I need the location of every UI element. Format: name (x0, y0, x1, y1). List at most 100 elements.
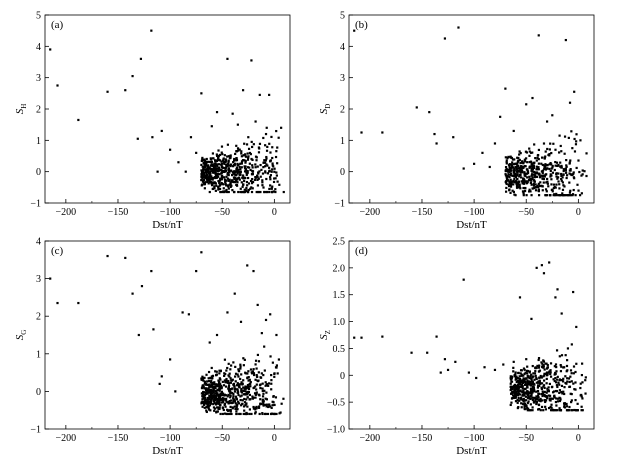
data-point (207, 169, 210, 172)
data-point (225, 377, 228, 381)
data-point (521, 169, 524, 173)
data-point (234, 402, 237, 405)
data-point (537, 168, 540, 171)
data-point (257, 360, 261, 363)
data-point (558, 396, 561, 399)
data-point (215, 402, 218, 406)
data-point (239, 187, 242, 190)
data-point (220, 145, 224, 148)
data-point (275, 364, 278, 367)
data-point (235, 410, 238, 413)
data-point (225, 164, 228, 167)
data-point (261, 382, 264, 385)
data-point (509, 169, 512, 172)
data-point (220, 162, 224, 165)
data-point (537, 394, 540, 397)
data-point (508, 180, 511, 183)
data-point (271, 146, 274, 149)
data-point (239, 162, 242, 165)
data-point (250, 412, 253, 416)
data-point (220, 401, 223, 404)
data-point (124, 89, 127, 92)
data-point (541, 390, 544, 393)
data-point (150, 269, 153, 273)
data-point (560, 312, 563, 315)
data-point (238, 412, 241, 416)
x-tick-label: −200 (360, 433, 381, 444)
data-point (515, 186, 519, 189)
data-point (577, 159, 580, 162)
data-point (240, 162, 243, 165)
data-point (262, 403, 265, 406)
data-point (546, 371, 549, 374)
data-point (520, 379, 523, 382)
data-point (537, 403, 541, 406)
data-point (227, 379, 230, 383)
data-point (243, 188, 246, 191)
y-tick-label: 2 (340, 105, 345, 116)
data-point (200, 92, 203, 95)
data-point (207, 182, 210, 185)
data-point (230, 399, 233, 402)
data-point (222, 190, 225, 193)
data-point (220, 390, 224, 393)
data-point (205, 164, 208, 167)
data-point (230, 180, 233, 183)
data-point (555, 194, 558, 197)
data-point (524, 175, 527, 178)
data-point (212, 391, 215, 394)
data-point (247, 190, 250, 194)
data-point (222, 384, 226, 387)
data-point (236, 123, 239, 126)
data-point (243, 409, 246, 412)
data-point (572, 382, 575, 385)
data-point (517, 159, 520, 162)
data-point (202, 179, 205, 182)
data-point (531, 375, 535, 378)
data-point (271, 400, 274, 403)
data-point (524, 377, 527, 380)
data-point (562, 184, 565, 187)
data-point (265, 157, 268, 160)
data-point (526, 390, 529, 393)
data-point (508, 165, 511, 168)
data-point (202, 168, 205, 171)
data-point (552, 186, 555, 190)
data-point (534, 366, 537, 369)
data-point (276, 180, 279, 183)
data-point (542, 177, 546, 181)
data-point (273, 403, 276, 407)
data-point (529, 190, 532, 193)
data-point (570, 400, 573, 404)
data-point (540, 392, 543, 396)
data-point (514, 378, 517, 381)
data-point (564, 169, 567, 172)
data-point (258, 190, 261, 194)
data-point (538, 381, 541, 384)
data-point (262, 161, 265, 164)
data-point (510, 380, 513, 383)
data-point (558, 183, 561, 186)
data-point (203, 183, 206, 186)
data-point (543, 394, 547, 397)
data-point (201, 384, 204, 387)
data-point (518, 399, 521, 402)
data-point (568, 385, 572, 388)
data-point (270, 187, 273, 190)
data-point (557, 381, 560, 384)
data-point (209, 390, 213, 393)
data-point (258, 142, 262, 145)
x-axis-title: Dst/nT (152, 219, 183, 231)
data-point (519, 377, 522, 381)
data-point (513, 173, 516, 176)
data-point (575, 325, 578, 329)
data-point (537, 392, 540, 395)
data-point (581, 381, 584, 384)
data-point (254, 359, 258, 362)
data-point (530, 393, 533, 396)
data-point (203, 400, 206, 404)
data-point (209, 395, 212, 398)
data-point (544, 188, 548, 191)
data-point (513, 174, 516, 178)
data-point (538, 384, 541, 388)
